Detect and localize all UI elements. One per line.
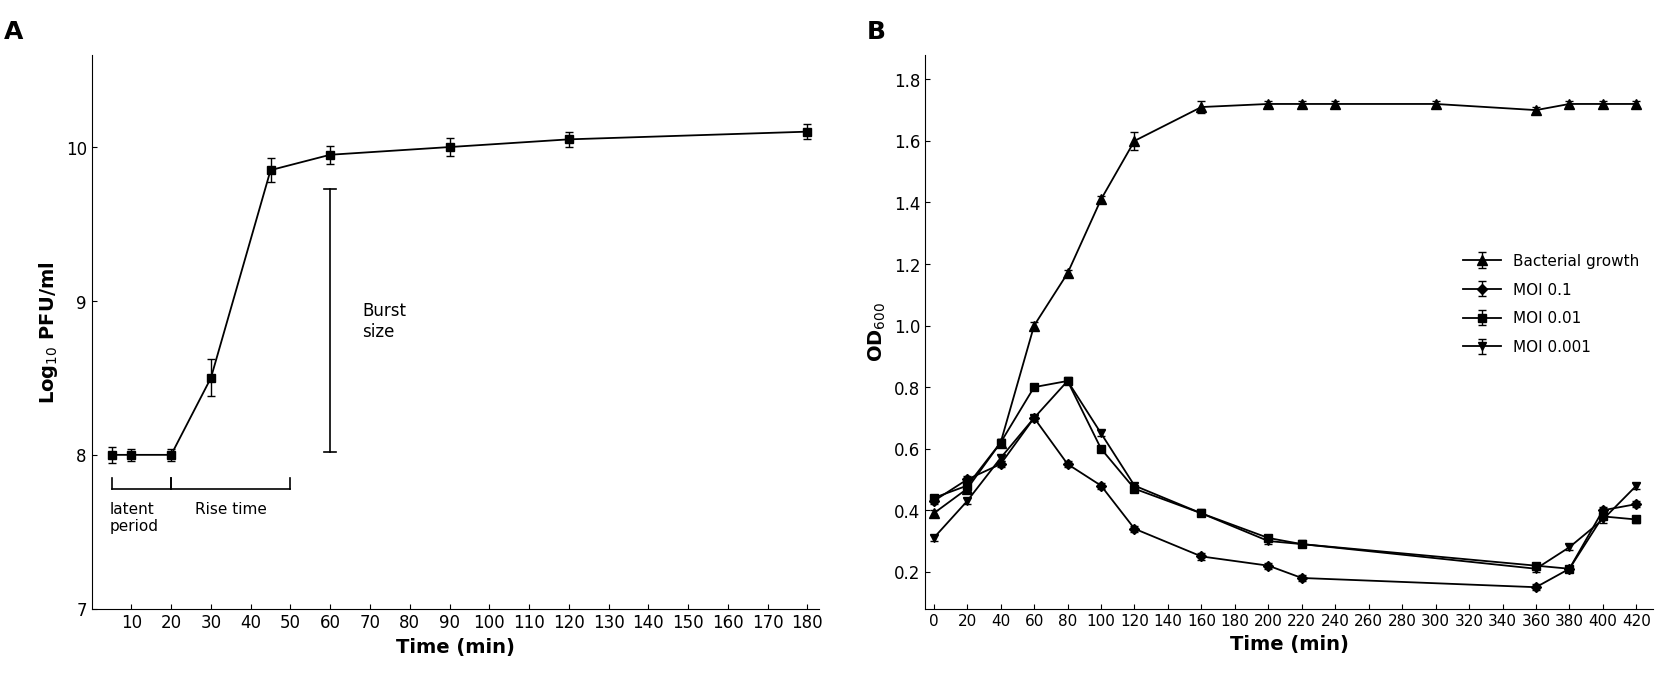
Text: B: B [867, 20, 886, 44]
X-axis label: Time (min): Time (min) [395, 637, 514, 656]
Text: A: A [5, 20, 23, 44]
Y-axis label: Log$_{10}$ PFU/ml: Log$_{10}$ PFU/ml [37, 261, 60, 403]
Legend: Bacterial growth, MOI 0.1, MOI 0.01, MOI 0.001: Bacterial growth, MOI 0.1, MOI 0.01, MOI… [1456, 248, 1644, 361]
Text: Rise time: Rise time [194, 501, 266, 516]
Text: Burst
size: Burst size [362, 302, 405, 341]
X-axis label: Time (min): Time (min) [1229, 634, 1348, 653]
Text: latent
period: latent period [109, 501, 159, 533]
Y-axis label: OD$_{600}$: OD$_{600}$ [867, 302, 887, 362]
